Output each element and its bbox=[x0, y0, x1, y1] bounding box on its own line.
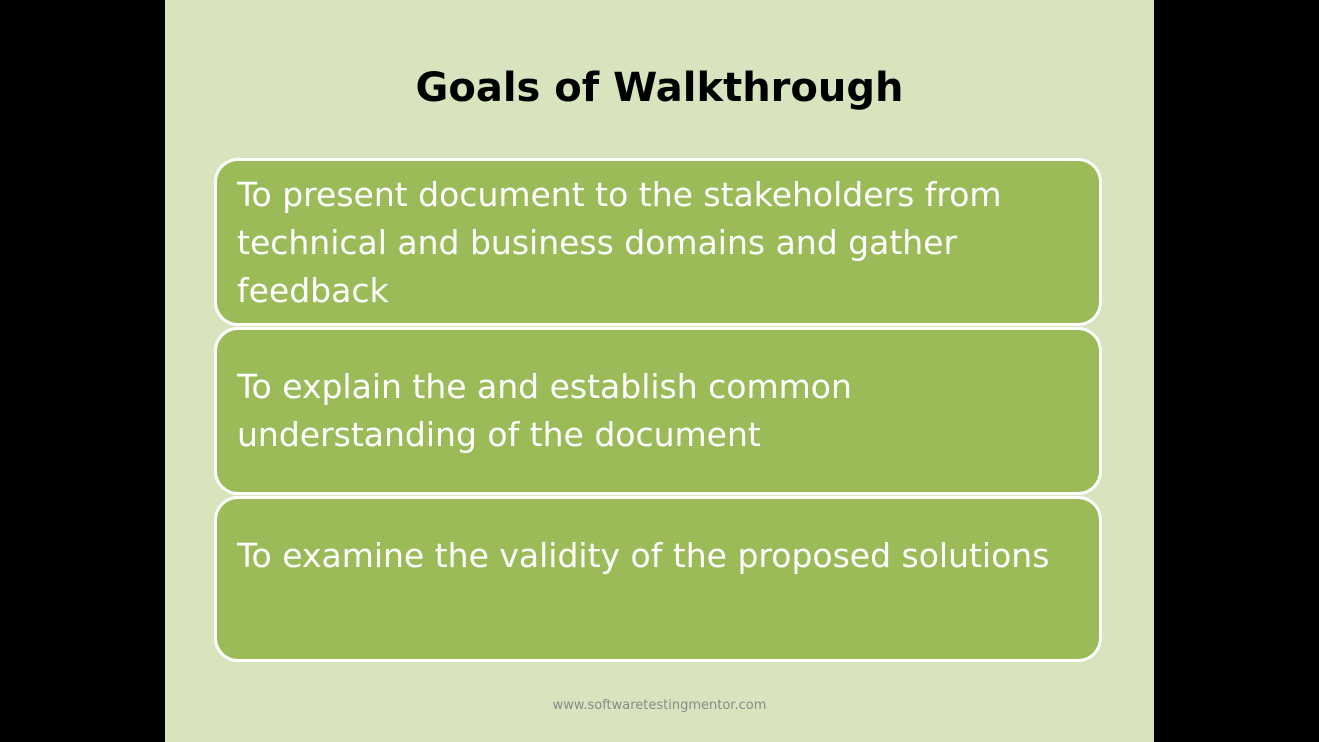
goal-text-1: To present document to the stakeholders … bbox=[237, 175, 1002, 310]
goal-box-1: To present document to the stakeholders … bbox=[214, 158, 1102, 326]
goal-text-3: To examine the validity of the proposed … bbox=[237, 536, 1050, 575]
goal-box-2: To explain the and establish common unde… bbox=[214, 327, 1102, 495]
right-letterbox bbox=[1154, 0, 1319, 742]
slide-title: Goals of Walkthrough bbox=[415, 65, 904, 111]
slide: Goals of Walkthrough To present document… bbox=[165, 0, 1154, 742]
footer-url: www.softwaretestingmentor.com bbox=[552, 698, 767, 713]
goal-box-3: To examine the validity of the proposed … bbox=[214, 496, 1102, 662]
goal-text-2: To explain the and establish common unde… bbox=[237, 367, 852, 454]
left-letterbox bbox=[0, 0, 165, 742]
